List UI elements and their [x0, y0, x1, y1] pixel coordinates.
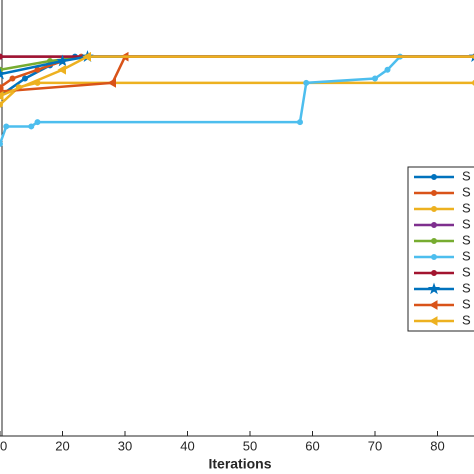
- marker: [0, 67, 7, 80]
- marker: [303, 79, 310, 86]
- marker: [107, 77, 116, 88]
- legend-marker: [431, 190, 437, 196]
- marker: [469, 54, 474, 59]
- legend-label: S: [462, 264, 471, 279]
- marker: [34, 66, 41, 73]
- marker: [9, 75, 16, 82]
- series-line: [0, 55, 474, 97]
- x-tick-label: 70: [368, 438, 382, 453]
- marker: [0, 101, 3, 108]
- legend-label: S: [462, 232, 471, 247]
- x-tick-label: 10: [0, 438, 7, 453]
- legend-label: S: [462, 280, 471, 295]
- legend-marker: [427, 282, 441, 295]
- series-line: [0, 55, 474, 93]
- x-tick-label: 30: [118, 438, 132, 453]
- legend-marker: [431, 222, 437, 228]
- marker: [22, 75, 28, 82]
- legend-marker: [431, 270, 437, 276]
- marker: [372, 75, 378, 82]
- marker: [57, 64, 66, 75]
- series-line: [0, 55, 474, 98]
- legend-label: S: [462, 216, 471, 231]
- x-tick-label: 50: [243, 438, 257, 453]
- legend-marker: [431, 206, 437, 212]
- marker: [34, 119, 41, 126]
- x-tick-label: 60: [305, 438, 319, 453]
- legend-label: S: [462, 184, 471, 199]
- legend-label: S: [462, 312, 471, 327]
- marker: [0, 140, 3, 147]
- x-tick-label: 20: [55, 438, 69, 453]
- marker: [82, 51, 91, 62]
- legend-box: [407, 166, 474, 332]
- marker: [0, 91, 4, 101]
- legend-label: S: [462, 168, 471, 183]
- legend-label: S: [462, 248, 471, 263]
- legend-label: S: [462, 200, 471, 215]
- series-line: [0, 55, 474, 145]
- legend-label: S: [462, 296, 471, 311]
- marker: [56, 54, 69, 67]
- marker: [28, 123, 35, 130]
- legend-marker: [428, 300, 438, 310]
- x-tick-label: 40: [180, 438, 194, 453]
- marker: [384, 66, 391, 73]
- x-tick-label: 80: [430, 438, 444, 453]
- marker: [0, 53, 3, 60]
- legend-marker: [428, 316, 438, 326]
- marker: [297, 119, 303, 126]
- marker: [3, 123, 10, 130]
- x-axis-label: Iterations: [208, 456, 271, 472]
- legend-marker: [431, 254, 437, 260]
- legend-marker: [431, 174, 437, 180]
- legend-marker: [431, 238, 437, 244]
